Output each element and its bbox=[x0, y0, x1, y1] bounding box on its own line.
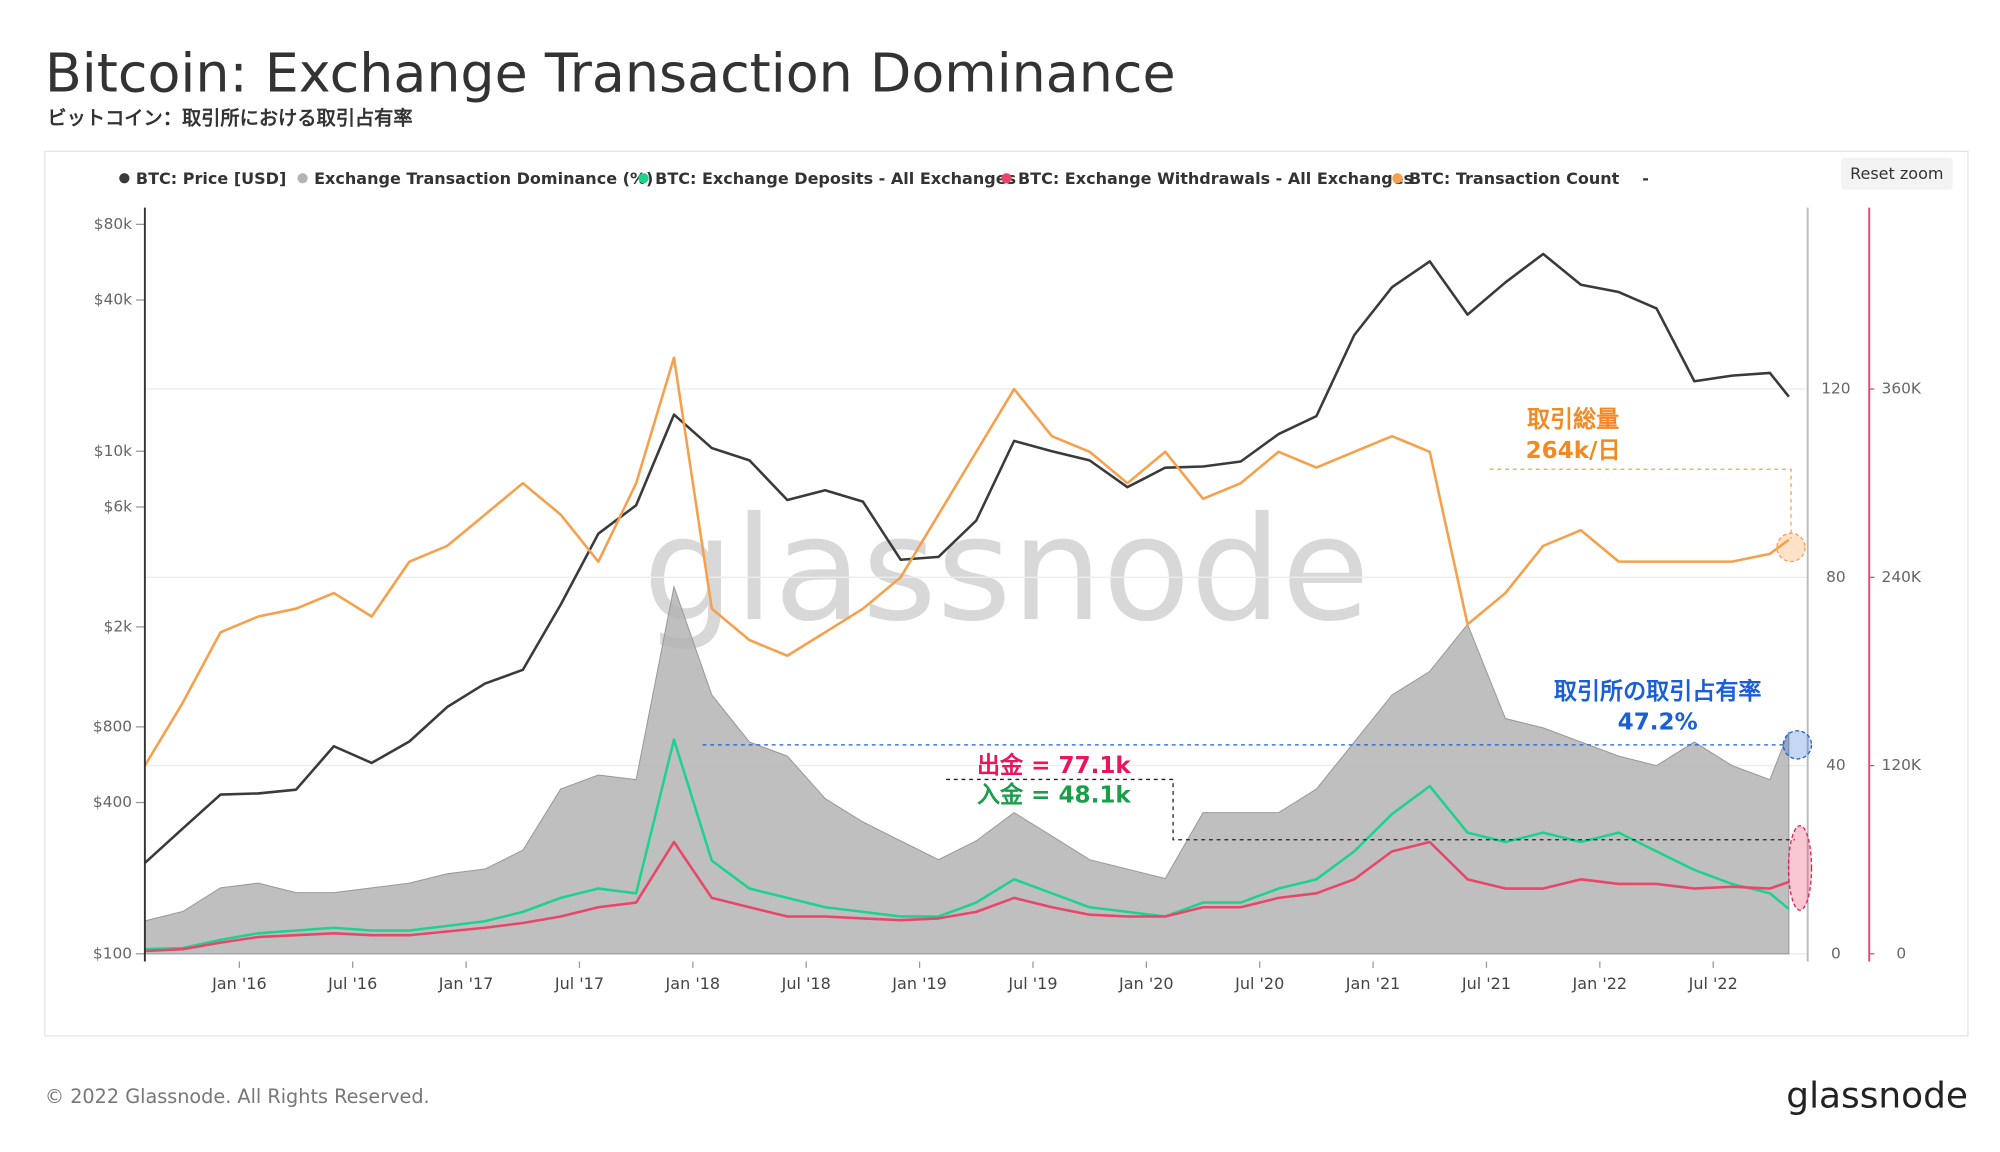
line bbox=[143, 356, 1790, 767]
legend-label: BTC: Exchange Deposits - All Exchanges bbox=[655, 169, 1016, 188]
chart-frame bbox=[44, 150, 1969, 1037]
legend-label: BTC: Price [USD] bbox=[136, 169, 286, 188]
x-tick-label: Jan '21 bbox=[1345, 974, 1401, 993]
y-tick-label: $40k bbox=[94, 290, 132, 308]
legend-label: Exchange Transaction Dominance (%) bbox=[314, 169, 653, 188]
y-tick-label: $6k bbox=[104, 498, 133, 516]
annotation: 出金 = 77.1k bbox=[977, 752, 1131, 779]
guide-line bbox=[946, 778, 1795, 841]
y2-tick-label: 120 bbox=[1821, 380, 1850, 398]
annotation: 取引総量 bbox=[1527, 406, 1619, 433]
line bbox=[144, 252, 1790, 864]
legend-label: BTC: Exchange Withdrawals - All Exchange… bbox=[1018, 169, 1413, 188]
watermark: glassnode bbox=[643, 486, 1370, 653]
x-tick-label: Jul '16 bbox=[327, 974, 377, 993]
x-tick-label: Jan '16 bbox=[211, 974, 267, 993]
legend-label: - bbox=[1642, 169, 1649, 188]
highlight bbox=[1776, 532, 1806, 563]
x-tick-label: Jan '18 bbox=[665, 974, 721, 993]
y-tick-label: $100 bbox=[93, 944, 132, 962]
y-tick-label: $10k bbox=[94, 442, 132, 460]
annotation-layer: 取引総量 264k/日 取引所の取引占有率 47.2% 出金 = 77.1k 入… bbox=[143, 207, 1871, 962]
x-tick-label: Jan '19 bbox=[891, 974, 947, 993]
legend-marker bbox=[1001, 173, 1012, 184]
x-tick-label: Jul '19 bbox=[1007, 974, 1057, 993]
x-tick-label: Jan '22 bbox=[1572, 974, 1628, 993]
reset-zoom-button[interactable] bbox=[1841, 157, 1953, 190]
y3-tick-label: 240K bbox=[1882, 568, 1922, 586]
x-tick-label: Jan '17 bbox=[438, 974, 494, 993]
reset-zoom-label[interactable]: Reset zoom bbox=[1850, 164, 1943, 183]
legend-marker bbox=[638, 173, 649, 184]
legend-label: BTC: Transaction Count bbox=[1409, 169, 1620, 188]
chart-subtitle: ビットコイン：取引所における取引占有率 bbox=[47, 107, 412, 130]
annotation: 47.2% bbox=[1618, 710, 1698, 736]
x-tick-label: Jul '17 bbox=[554, 974, 604, 993]
y-tick-label: $2k bbox=[104, 617, 133, 635]
y2-tick-label: 80 bbox=[1826, 568, 1846, 586]
chart-title: Bitcoin: Exchange Transaction Dominance bbox=[45, 42, 1176, 105]
y3-tick-label: 0 bbox=[1896, 944, 1906, 962]
legend-marker bbox=[1392, 173, 1403, 184]
legend-marker bbox=[119, 173, 130, 184]
x-tick-label: Jul '18 bbox=[781, 974, 831, 993]
annotation: 取引所の取引占有率 bbox=[1554, 678, 1762, 705]
y-tick-label: $800 bbox=[93, 717, 132, 735]
highlight bbox=[1782, 730, 1813, 760]
y-tick-label: $400 bbox=[93, 793, 132, 811]
guide-line bbox=[1489, 468, 1792, 539]
x-tick-label: Jul '21 bbox=[1461, 974, 1511, 993]
highlight bbox=[1787, 824, 1813, 911]
y3-tick-label: 360K bbox=[1882, 380, 1922, 398]
line bbox=[144, 738, 1790, 951]
x-tick-label: Jan '20 bbox=[1118, 974, 1174, 993]
annotation: 264k/日 bbox=[1526, 438, 1621, 464]
x-tick-label: Jul '20 bbox=[1234, 974, 1284, 993]
x-tick-label: Jul '22 bbox=[1688, 974, 1738, 993]
y2-tick-label: 40 bbox=[1826, 756, 1846, 774]
plot-area: 0 40 80 120 0 120K 240K 360K $100 $400 $800 $2k $6k $… bbox=[93, 215, 1922, 993]
footer: © 2022 Glassnode. All Rights Reserved. bbox=[45, 1085, 430, 1108]
annotation: 入金 = 48.1k bbox=[977, 782, 1131, 809]
brand: glassnode bbox=[1786, 1075, 1968, 1116]
y-tick-label: $80k bbox=[94, 215, 132, 233]
y2-tick-label: 0 bbox=[1831, 944, 1841, 962]
legend-marker bbox=[297, 173, 308, 184]
y3-tick-label: 120K bbox=[1882, 756, 1922, 774]
line bbox=[144, 840, 1790, 953]
